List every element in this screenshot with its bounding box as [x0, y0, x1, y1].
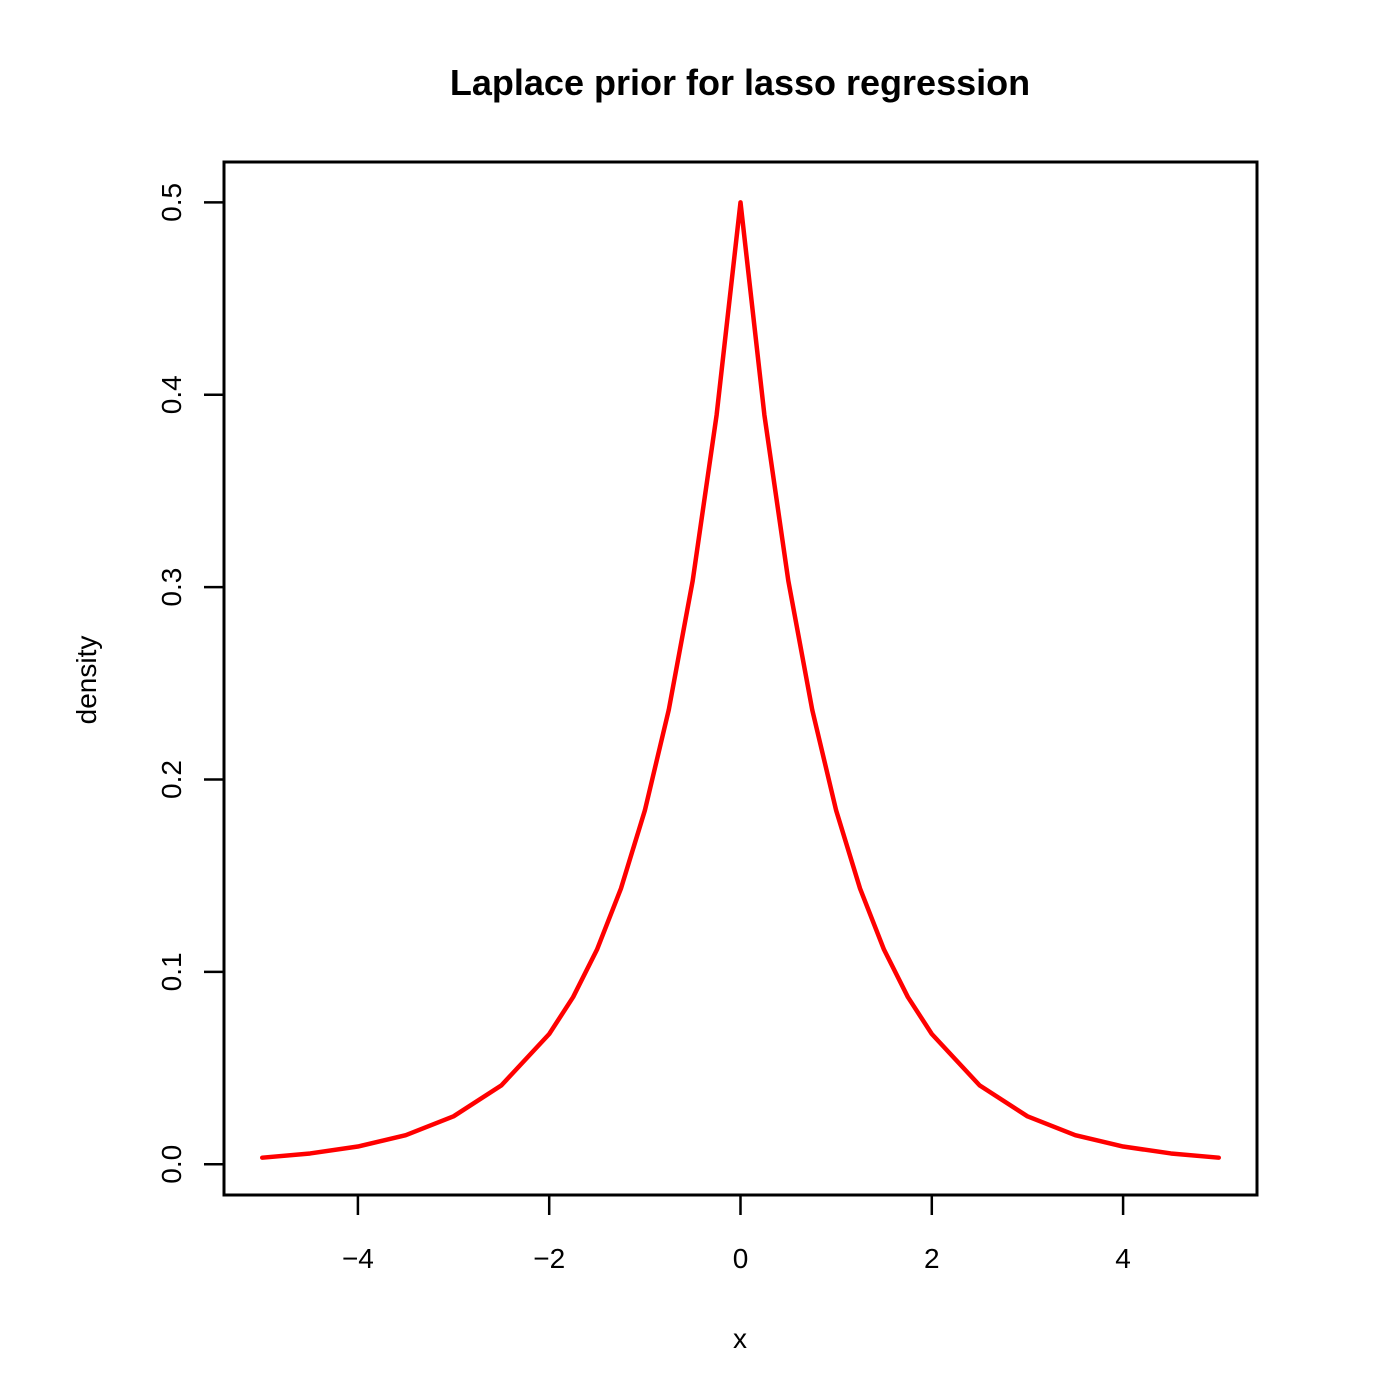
chart-title: Laplace prior for lasso regression — [450, 62, 1030, 103]
x-tick-label: −4 — [342, 1243, 374, 1274]
y-tick-label: 0.5 — [156, 183, 187, 222]
x-axis-label: x — [733, 1323, 747, 1354]
y-axis-label: density — [71, 636, 102, 725]
plot-frame — [222, 160, 1259, 1197]
y-tick-label: 0.1 — [156, 952, 187, 991]
x-tick-label: 0 — [733, 1243, 749, 1274]
y-tick-label: 0.0 — [156, 1145, 187, 1184]
density-curve — [260, 200, 1221, 1160]
y-tick-label: 0.4 — [156, 375, 187, 414]
x-tick-label: 4 — [1115, 1243, 1131, 1274]
y-axis: 0.0 0.1 0.2 0.3 0.4 0.5 — [156, 183, 226, 1184]
series-layer — [260, 200, 1221, 1160]
y-tick-label: 0.2 — [156, 760, 187, 799]
x-tick-label: 2 — [924, 1243, 940, 1274]
y-tick-label: 0.3 — [156, 568, 187, 607]
x-tick-label: −2 — [533, 1243, 565, 1274]
x-axis: −4 −2 0 2 4 — [342, 1193, 1131, 1274]
